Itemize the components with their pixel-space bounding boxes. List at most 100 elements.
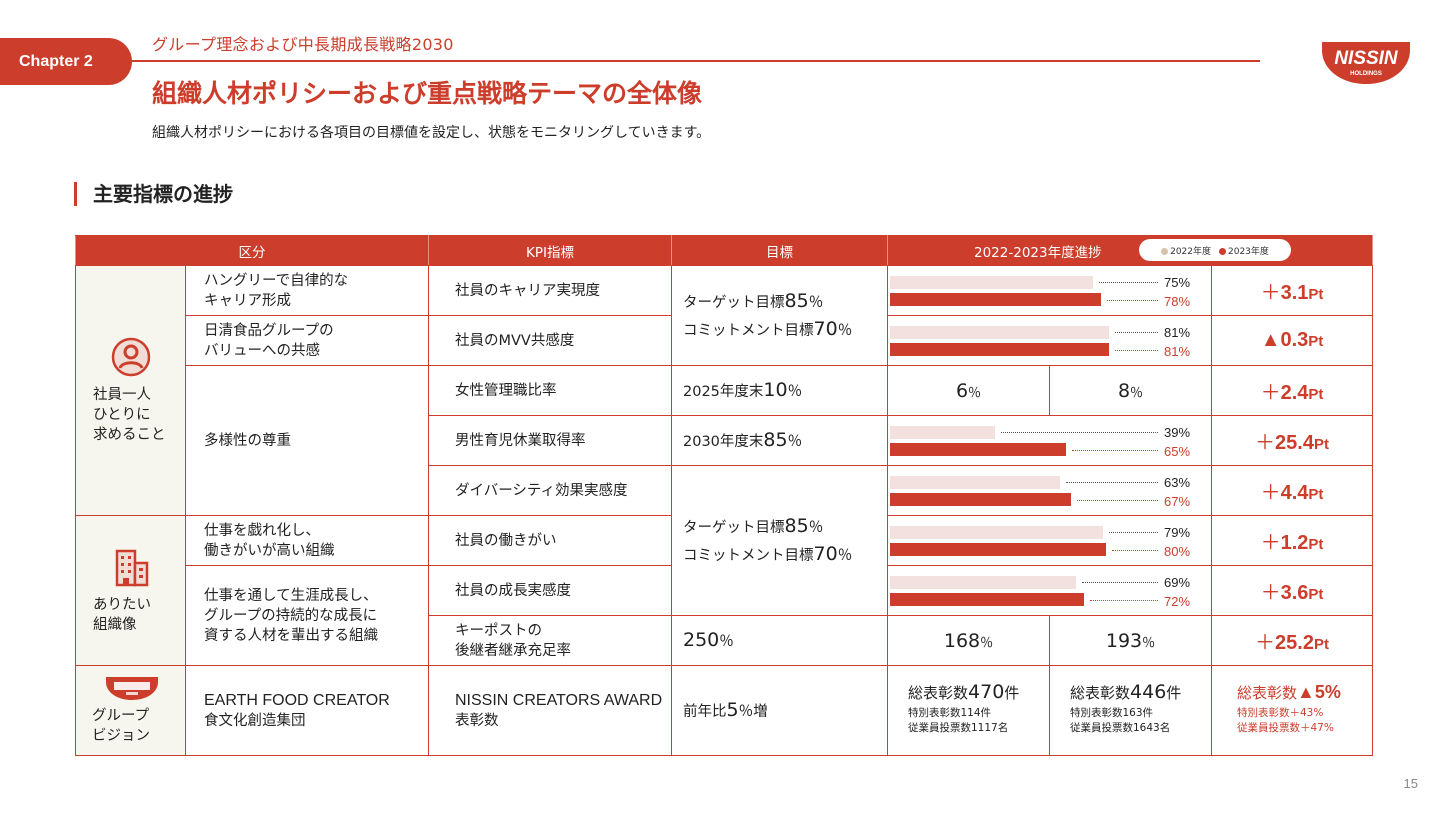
diff-unit: Pt [1313, 436, 1329, 453]
leader-2023 [1071, 450, 1158, 451]
table-row: 男性育児休業取得率 2030年度末85％ 39% 65% ＋25.4Pt [76, 415, 1373, 466]
category-label-line3: 求めること [93, 426, 166, 443]
progress-bars-satisfaction: 79% 80% [888, 516, 1211, 565]
diff-value: ▲0.3 [1260, 329, 1309, 351]
group-text: EARTH FOOD CREATOR [204, 691, 390, 709]
award-votes-diff: 従業員投票数＋47% [1237, 722, 1334, 734]
value-number: 6 [955, 379, 969, 402]
group-values: 日清食品グループの バリューへの共感 [185, 315, 429, 366]
kpi-mvv: 社員のMVV共感度 [428, 315, 672, 366]
group-text: ハングリーで自律的な [204, 272, 349, 289]
diff-paternity-leave: ＋25.4Pt [1211, 415, 1373, 466]
table-row: 日清食品グループの バリューへの共感 社員のMVV共感度 81% 81% ▲0.3P… [76, 315, 1373, 366]
bar-2022 [890, 326, 1109, 339]
page-subtitle: 組織人材ポリシーにおける各項目の目標値を設定し、状態をモニタリングしていきます。 [152, 125, 711, 141]
category-vision: グループ ビジョン [75, 665, 186, 756]
target-label: ターゲット目標 [683, 294, 785, 311]
progress-bars-career: 75% 78% [888, 266, 1211, 315]
diff-value: 2.4 [1280, 382, 1309, 404]
target-value: 85 [784, 514, 809, 537]
category-individual: 社員一人 ひとりに 求めること [75, 265, 186, 516]
page-title: 組織人材ポリシーおよび重点戦略テーマの全体像 [152, 79, 703, 108]
value-label-2022: 63% [1164, 475, 1191, 490]
kpi-growth: 社員の成長実感度 [428, 565, 672, 616]
progress-bars-mvv: 81% 81% [888, 316, 1211, 365]
target-engagement-2: ターゲット目標85％ コミットメント目標70％ [671, 465, 888, 616]
target-unit: ％増 [738, 703, 768, 720]
target-value: 10 [763, 378, 788, 401]
legend-2023: 2023年度 [1219, 244, 1269, 257]
bar-2023 [890, 293, 1101, 306]
target-label: ターゲット目標 [683, 519, 785, 536]
leader-2023 [1114, 350, 1158, 351]
diff-mvv: ▲0.3Pt [1211, 315, 1373, 366]
group-text: 日清食品グループの [204, 322, 334, 339]
leader-2022 [1066, 482, 1158, 483]
target-succession: 250％ [671, 615, 888, 666]
kpi-text: NISSIN CREATORS AWARD [455, 691, 663, 709]
leader-2023 [1090, 600, 1158, 601]
diff-diversity-effect: ＋4.4Pt [1211, 465, 1373, 516]
target-value: 70 [813, 542, 838, 565]
target-value: 5 [726, 698, 739, 721]
logo-text: NISSIN [1334, 48, 1399, 69]
diff-value: 3.1 [1280, 282, 1309, 304]
target-unit: ％ [787, 433, 803, 450]
diff-value: 25.2 [1275, 632, 1314, 654]
nissin-logo: NISSIN HOLDINGS [1322, 42, 1410, 84]
bar-2022 [890, 476, 1061, 489]
bar-2023 [890, 593, 1085, 606]
value-unit: ％ [968, 385, 982, 401]
progress-bar-cell: 39% 65% [887, 415, 1212, 466]
header-divider [132, 60, 1260, 62]
header-progress-label: 2022-2023年度進捗 [974, 244, 1102, 261]
diff-unit: Pt [1308, 286, 1324, 303]
table-row: キーポストの 後継者継承充足率 250％ 168％ 193％ ＋25.2Pt [76, 615, 1373, 666]
award-votes: 従業員投票数1643名 [1070, 722, 1171, 734]
value-2022-female-managers: 6％ [887, 365, 1050, 416]
award-diff: 総表彰数▲5% 特別表彰数＋43% 従業員投票数＋47% [1211, 665, 1373, 756]
target-unit: ％ [837, 322, 853, 339]
value-label-2023: 72% [1164, 594, 1191, 609]
category-label-line1: グループ [92, 707, 150, 724]
target-value: 85 [763, 428, 788, 451]
diff-job-satisfaction: ＋1.2Pt [1211, 515, 1373, 566]
value-number: 193 [1105, 629, 1143, 652]
header-kpi: KPI指標 [428, 235, 672, 266]
progress-bar-cell: 81% 81% [887, 315, 1212, 366]
group-diversity: 多様性の尊重 [185, 365, 429, 516]
value-label-2022: 69% [1164, 575, 1191, 590]
diff-unit: Pt [1308, 333, 1324, 350]
person-icon [111, 337, 151, 376]
group-earth-food: EARTH FOOD CREATOR 食文化創造集団 [185, 665, 429, 756]
kpi-award: NISSIN CREATORS AWARD 表彰数 [428, 665, 672, 756]
value-label-2023: 81% [1164, 344, 1191, 359]
bar-2022 [890, 526, 1104, 539]
header-target: 目標 [671, 235, 888, 266]
target-unit: ％ [808, 519, 824, 536]
kpi-diversity-effect: ダイバーシティ効果実感度 [428, 465, 672, 516]
group-growth: 仕事を通して生涯成長し、 グループの持続的な成長に 資する人材を輩出する組織 [185, 565, 429, 666]
table-row: 社員一人 ひとりに 求めること ハングリーで自律的な キャリア形成 社員のキャリア… [75, 265, 1373, 516]
nissin-logo-icon [106, 676, 158, 700]
leader-2022 [1001, 432, 1158, 433]
group-text: 食文化創造集団 [204, 712, 306, 729]
building-icon [115, 549, 149, 586]
group-text: 仕事を戯れ化し、 [204, 522, 320, 539]
bar-2022 [890, 426, 996, 439]
bar-2023 [890, 543, 1106, 556]
leader-2023 [1106, 300, 1158, 301]
diff-sign: ＋ [1260, 532, 1281, 554]
target-label: 2025年度末 [683, 383, 764, 400]
leader-2022 [1109, 532, 1158, 533]
award-total: 総表彰数470件 [908, 681, 1020, 703]
progress-bars-paternity: 39% 65% [888, 416, 1211, 465]
bar-2023 [890, 343, 1109, 356]
bar-2022 [890, 276, 1093, 289]
value-unit: ％ [1142, 635, 1156, 651]
kpi-text: 後継者継承充足率 [455, 642, 571, 659]
value-label-2022: 79% [1164, 525, 1191, 540]
group-text: 働きがいが高い組織 [204, 542, 335, 559]
target-label: コミットメント目標 [683, 322, 814, 339]
progress-bar-cell: 75% 78% [887, 265, 1212, 316]
